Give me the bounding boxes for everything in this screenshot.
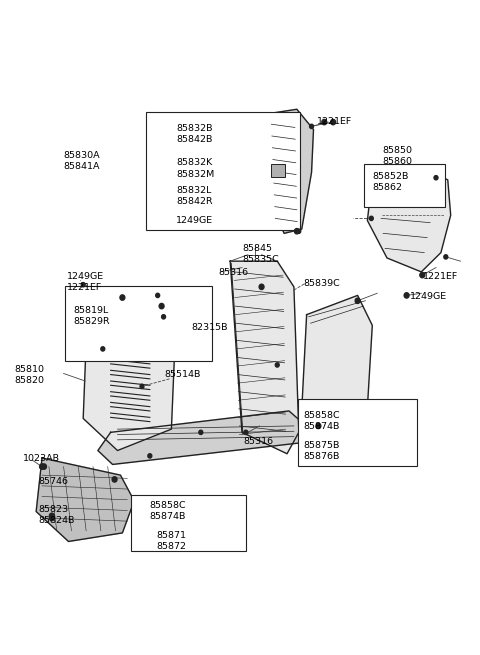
Text: 85810
85820: 85810 85820 [14, 365, 45, 385]
Polygon shape [98, 411, 304, 464]
Text: 1249GE: 1249GE [409, 292, 447, 301]
Text: 85832K
85832M: 85832K 85832M [176, 159, 215, 179]
Circle shape [49, 513, 54, 519]
Text: 1249GE
1221EF: 1249GE 1221EF [67, 272, 104, 292]
Polygon shape [36, 458, 134, 542]
FancyBboxPatch shape [65, 286, 212, 361]
Circle shape [49, 515, 54, 521]
Text: 85875B
85876B: 85875B 85876B [304, 441, 340, 461]
Circle shape [420, 272, 425, 278]
Text: 85845
85835C: 85845 85835C [242, 244, 279, 264]
Text: 1221EF: 1221EF [423, 272, 458, 281]
FancyBboxPatch shape [131, 495, 246, 551]
Circle shape [140, 384, 144, 388]
Circle shape [199, 430, 203, 434]
Text: 85830A
85841A: 85830A 85841A [63, 151, 100, 171]
Text: 85823
85824B: 85823 85824B [38, 505, 74, 525]
Text: 1023AB: 1023AB [23, 454, 60, 462]
Text: 85858C
85874B: 85858C 85874B [150, 501, 186, 521]
Text: 85819L
85829R: 85819L 85829R [73, 306, 110, 326]
Polygon shape [83, 290, 176, 451]
Circle shape [244, 430, 248, 434]
Circle shape [331, 119, 336, 124]
Text: 1221EF: 1221EF [316, 117, 352, 126]
FancyBboxPatch shape [298, 399, 418, 466]
Text: 85514B: 85514B [165, 370, 201, 379]
Bar [271, 164, 285, 177]
Circle shape [370, 216, 373, 221]
Circle shape [81, 282, 85, 287]
FancyBboxPatch shape [146, 113, 300, 230]
Circle shape [101, 346, 105, 351]
Circle shape [310, 124, 313, 128]
Circle shape [259, 284, 264, 290]
Circle shape [297, 229, 301, 233]
Text: 1249GE: 1249GE [176, 216, 214, 225]
Text: 85316: 85316 [243, 437, 273, 445]
Circle shape [120, 295, 125, 300]
Text: 85746: 85746 [38, 477, 68, 486]
Circle shape [434, 176, 438, 180]
Circle shape [294, 229, 300, 234]
Circle shape [112, 477, 117, 482]
Polygon shape [301, 295, 372, 461]
FancyBboxPatch shape [364, 164, 445, 206]
Circle shape [444, 255, 448, 259]
Circle shape [156, 293, 160, 297]
Circle shape [322, 119, 327, 124]
Text: 85850
85860: 85850 85860 [382, 145, 412, 166]
Circle shape [39, 464, 45, 469]
Polygon shape [367, 165, 451, 272]
Text: 82315B: 82315B [191, 323, 228, 332]
Text: 85832B
85842B: 85832B 85842B [176, 124, 213, 144]
Polygon shape [267, 109, 313, 233]
Circle shape [276, 363, 279, 367]
Text: 85852B
85862: 85852B 85862 [372, 172, 408, 193]
Text: 85839C: 85839C [304, 279, 340, 288]
Polygon shape [230, 261, 299, 454]
Circle shape [148, 454, 152, 458]
Circle shape [159, 303, 164, 309]
Circle shape [316, 423, 321, 428]
Circle shape [404, 293, 409, 298]
Text: 85832L
85842R: 85832L 85842R [176, 186, 213, 206]
Circle shape [42, 464, 47, 469]
Circle shape [162, 314, 166, 319]
Text: 85871
85872: 85871 85872 [156, 531, 187, 551]
Text: 85858C
85874B: 85858C 85874B [304, 411, 340, 431]
Circle shape [355, 298, 360, 303]
Text: 85316: 85316 [218, 268, 249, 276]
